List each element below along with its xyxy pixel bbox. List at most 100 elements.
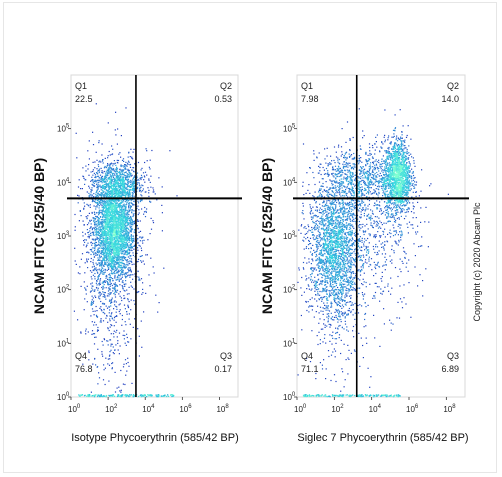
density-point bbox=[107, 254, 109, 256]
density-point bbox=[126, 394, 129, 396]
density-point bbox=[134, 318, 136, 320]
density-point bbox=[117, 212, 119, 214]
density-point bbox=[115, 279, 117, 281]
density-point bbox=[102, 201, 104, 203]
density-point bbox=[125, 174, 127, 177]
density-point bbox=[120, 193, 122, 195]
density-point bbox=[144, 161, 146, 164]
density-point bbox=[129, 223, 131, 225]
density-point bbox=[124, 394, 126, 396]
density-point bbox=[106, 243, 108, 245]
density-point bbox=[123, 263, 125, 265]
density-point bbox=[94, 395, 96, 397]
density-point bbox=[149, 201, 151, 203]
density-point bbox=[126, 240, 128, 242]
density-point bbox=[140, 194, 142, 196]
density-point bbox=[127, 227, 129, 229]
density-point bbox=[154, 193, 156, 195]
density-point bbox=[107, 194, 109, 196]
density-point bbox=[143, 175, 145, 177]
density-point bbox=[342, 250, 344, 252]
density-point bbox=[125, 259, 128, 261]
density-point bbox=[132, 194, 134, 196]
density-point bbox=[100, 318, 102, 320]
density-point bbox=[113, 209, 115, 211]
density-point bbox=[114, 195, 116, 197]
density-point bbox=[310, 213, 312, 215]
density-point bbox=[96, 251, 98, 254]
density-point bbox=[129, 245, 131, 247]
density-point bbox=[84, 272, 86, 274]
density-point bbox=[109, 206, 111, 208]
density-point bbox=[93, 324, 95, 326]
density-point bbox=[108, 207, 110, 210]
density-point bbox=[118, 217, 120, 219]
density-point bbox=[133, 223, 136, 225]
density-point bbox=[127, 200, 129, 202]
density-point bbox=[128, 207, 130, 209]
density-point bbox=[138, 212, 140, 214]
density-point bbox=[96, 280, 98, 283]
density-point bbox=[130, 205, 132, 208]
density-point bbox=[88, 395, 90, 398]
x-tick-label: 102 bbox=[105, 404, 118, 414]
density-point bbox=[113, 204, 115, 206]
density-point bbox=[143, 213, 145, 215]
density-point bbox=[96, 316, 99, 318]
density-point bbox=[125, 272, 127, 274]
density-point bbox=[98, 181, 100, 183]
density-point bbox=[124, 250, 126, 253]
density-point bbox=[130, 394, 132, 396]
density-point bbox=[129, 222, 131, 224]
density-point bbox=[141, 394, 143, 397]
density-point bbox=[103, 311, 105, 314]
density-point bbox=[120, 259, 122, 261]
density-point bbox=[93, 343, 96, 345]
density-point bbox=[136, 172, 139, 174]
density-point bbox=[300, 232, 302, 234]
density-point bbox=[82, 231, 84, 233]
density-point bbox=[112, 395, 114, 397]
density-point bbox=[121, 230, 123, 233]
density-point bbox=[105, 233, 107, 235]
density-point bbox=[107, 170, 109, 173]
density-point bbox=[106, 221, 109, 224]
density-point bbox=[111, 192, 113, 194]
density-point bbox=[92, 242, 94, 244]
density-point bbox=[106, 213, 108, 215]
density-point bbox=[98, 252, 100, 254]
density-point bbox=[118, 293, 120, 295]
density-point bbox=[117, 193, 119, 195]
density-point bbox=[111, 368, 113, 370]
density-point bbox=[115, 253, 117, 255]
density-point bbox=[107, 263, 109, 265]
density-point bbox=[340, 224, 342, 226]
density-point bbox=[85, 293, 87, 295]
density-point bbox=[116, 251, 118, 254]
density-point bbox=[123, 165, 125, 167]
density-point bbox=[139, 187, 141, 189]
density-point bbox=[89, 194, 91, 196]
density-point bbox=[131, 184, 133, 186]
density-point bbox=[104, 227, 106, 229]
density-point bbox=[127, 181, 129, 183]
density-point bbox=[142, 288, 144, 290]
density-point bbox=[100, 194, 102, 196]
density-point bbox=[88, 140, 90, 142]
density-point bbox=[126, 261, 128, 263]
density-point bbox=[104, 223, 106, 225]
density-point bbox=[88, 212, 90, 214]
density-point bbox=[113, 187, 116, 189]
density-point bbox=[88, 222, 90, 224]
density-point bbox=[101, 247, 103, 249]
density-point bbox=[354, 248, 356, 250]
density-point bbox=[93, 193, 95, 195]
density-point bbox=[116, 240, 118, 242]
density-point bbox=[100, 250, 102, 252]
density-point bbox=[98, 377, 101, 379]
density-point bbox=[111, 177, 113, 179]
density-point bbox=[96, 205, 98, 207]
density-point bbox=[92, 363, 94, 365]
density-point bbox=[98, 262, 100, 264]
density-point bbox=[107, 203, 109, 205]
